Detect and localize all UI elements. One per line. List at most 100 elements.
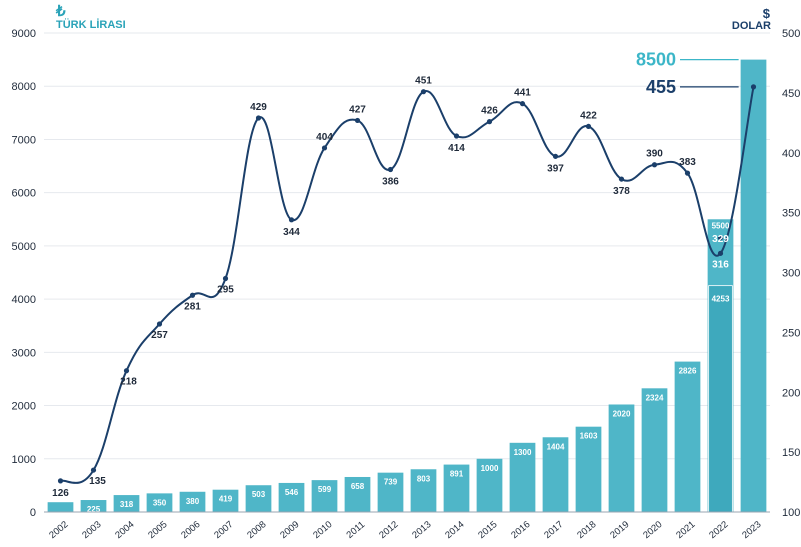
line-point (90, 467, 97, 473)
line-value-label: 397 (547, 163, 564, 174)
line-point (387, 166, 394, 173)
bar-value-label: 380 (186, 497, 200, 506)
line-point (123, 368, 130, 374)
line-point (684, 170, 691, 176)
bar (608, 404, 635, 512)
left-axis-tick-label: 6000 (12, 188, 36, 200)
line-layer (57, 84, 757, 484)
bar (377, 472, 404, 512)
right-axis-tick-label: 400 (782, 148, 800, 160)
line-point (156, 321, 163, 327)
year-tick-label: 2020 (641, 519, 664, 541)
line-point (552, 153, 559, 159)
year-tick-label: 2014 (443, 519, 466, 541)
bar-value-label: 350 (153, 498, 167, 507)
left-unit-label: TÜRK LİRASI (56, 18, 126, 31)
bar-value-label: 318 (120, 500, 134, 509)
bar (245, 485, 272, 512)
bar-value-label: 891 (450, 470, 464, 479)
year-tick-label: 2016 (509, 519, 532, 541)
line-value-label: 429 (250, 102, 267, 113)
bar (740, 59, 767, 512)
bar-value-label: 5500 (712, 221, 730, 230)
year-tick-label: 2005 (146, 519, 169, 541)
bar (146, 493, 173, 512)
bar (476, 458, 503, 512)
line-value-label: 386 (382, 177, 399, 188)
bar (80, 500, 107, 512)
bar (443, 464, 470, 512)
bar-value-label: 2020 (613, 409, 631, 418)
line-point (618, 176, 625, 182)
left-axis-tick-label: 7000 (12, 134, 36, 146)
right-axis-tick-label: 150 (782, 447, 800, 459)
bar (311, 480, 338, 512)
right-axis-tick-label: 300 (782, 268, 800, 280)
bars-layer (47, 59, 767, 513)
year-tick-label: 2015 (476, 519, 499, 541)
line-value-label: 426 (481, 106, 498, 117)
bar-value-label: 503 (252, 490, 266, 499)
line-value-label: 427 (349, 104, 366, 115)
bar-value-label: 739 (384, 478, 398, 487)
bar-value-label: 1000 (481, 464, 499, 473)
bar-value-label: 546 (285, 488, 299, 497)
year-tick-label: 2023 (740, 519, 763, 541)
year-tick-label: 2019 (608, 519, 631, 541)
bar-value-label: 658 (351, 482, 365, 491)
line-point (519, 101, 526, 107)
bar-value-label: 2826 (679, 367, 697, 376)
line-extra-label: 329 (712, 234, 729, 245)
line-value-label: 316 (712, 259, 729, 270)
line-point (222, 275, 229, 282)
bar (212, 489, 239, 512)
year-tick-label: 2017 (542, 519, 565, 541)
grid-layer (44, 32, 770, 513)
right-axis-tick-label: 450 (782, 88, 800, 100)
bar-value-label: 2324 (646, 393, 664, 402)
bar (410, 469, 437, 512)
right-axis-tick-label: 100 (782, 507, 800, 519)
line-point (651, 162, 658, 168)
line-value-label: 414 (448, 143, 465, 154)
line-value-label: 126 (52, 488, 69, 499)
line-point (354, 117, 361, 124)
line-value-label: 378 (613, 186, 630, 197)
line-point (585, 123, 592, 130)
bar (542, 437, 569, 512)
line-point (189, 292, 196, 298)
year-tick-label: 2018 (575, 519, 598, 541)
left-axis-tick-label: 3000 (12, 347, 36, 359)
right-axis-tick-label: 200 (782, 387, 800, 399)
left-unit-symbol: ₺ (55, 3, 66, 20)
callout-label: 455 (646, 77, 676, 97)
labels-layer: 4253 225 318 350 380 419 503 546 599 658 739 803 891… (52, 50, 739, 514)
left-axis-tick-label: 2000 (12, 401, 36, 413)
left-axis-tick-label: 9000 (12, 28, 36, 40)
line-value-label: 135 (89, 476, 106, 487)
year-tick-label: 2006 (179, 519, 202, 541)
inner-bar-label: 4253 (712, 295, 730, 304)
line-point (288, 217, 295, 223)
line-point (486, 119, 493, 125)
year-tick-label: 2021 (674, 519, 697, 541)
year-tick-label: 2010 (311, 519, 334, 541)
bar (179, 491, 206, 512)
right-axis-tick-label: 250 (782, 327, 800, 339)
line-value-label: 422 (580, 110, 597, 121)
left-axis-tick-label: 1000 (12, 454, 36, 466)
year-tick-label: 2008 (245, 519, 268, 541)
line-point-extra (717, 235, 724, 241)
bar (47, 502, 74, 512)
line-point (57, 478, 64, 484)
bar (674, 361, 701, 512)
year-tick-label: 2011 (345, 519, 368, 541)
bar (113, 495, 140, 512)
callout-label: 8500 (636, 50, 676, 70)
left-axis-tick-label: 5000 (12, 241, 36, 253)
year-tick-label: 2009 (278, 519, 301, 541)
right-axis-tick-label: 500 (782, 28, 800, 40)
bar-value-label: 225 (87, 505, 101, 514)
